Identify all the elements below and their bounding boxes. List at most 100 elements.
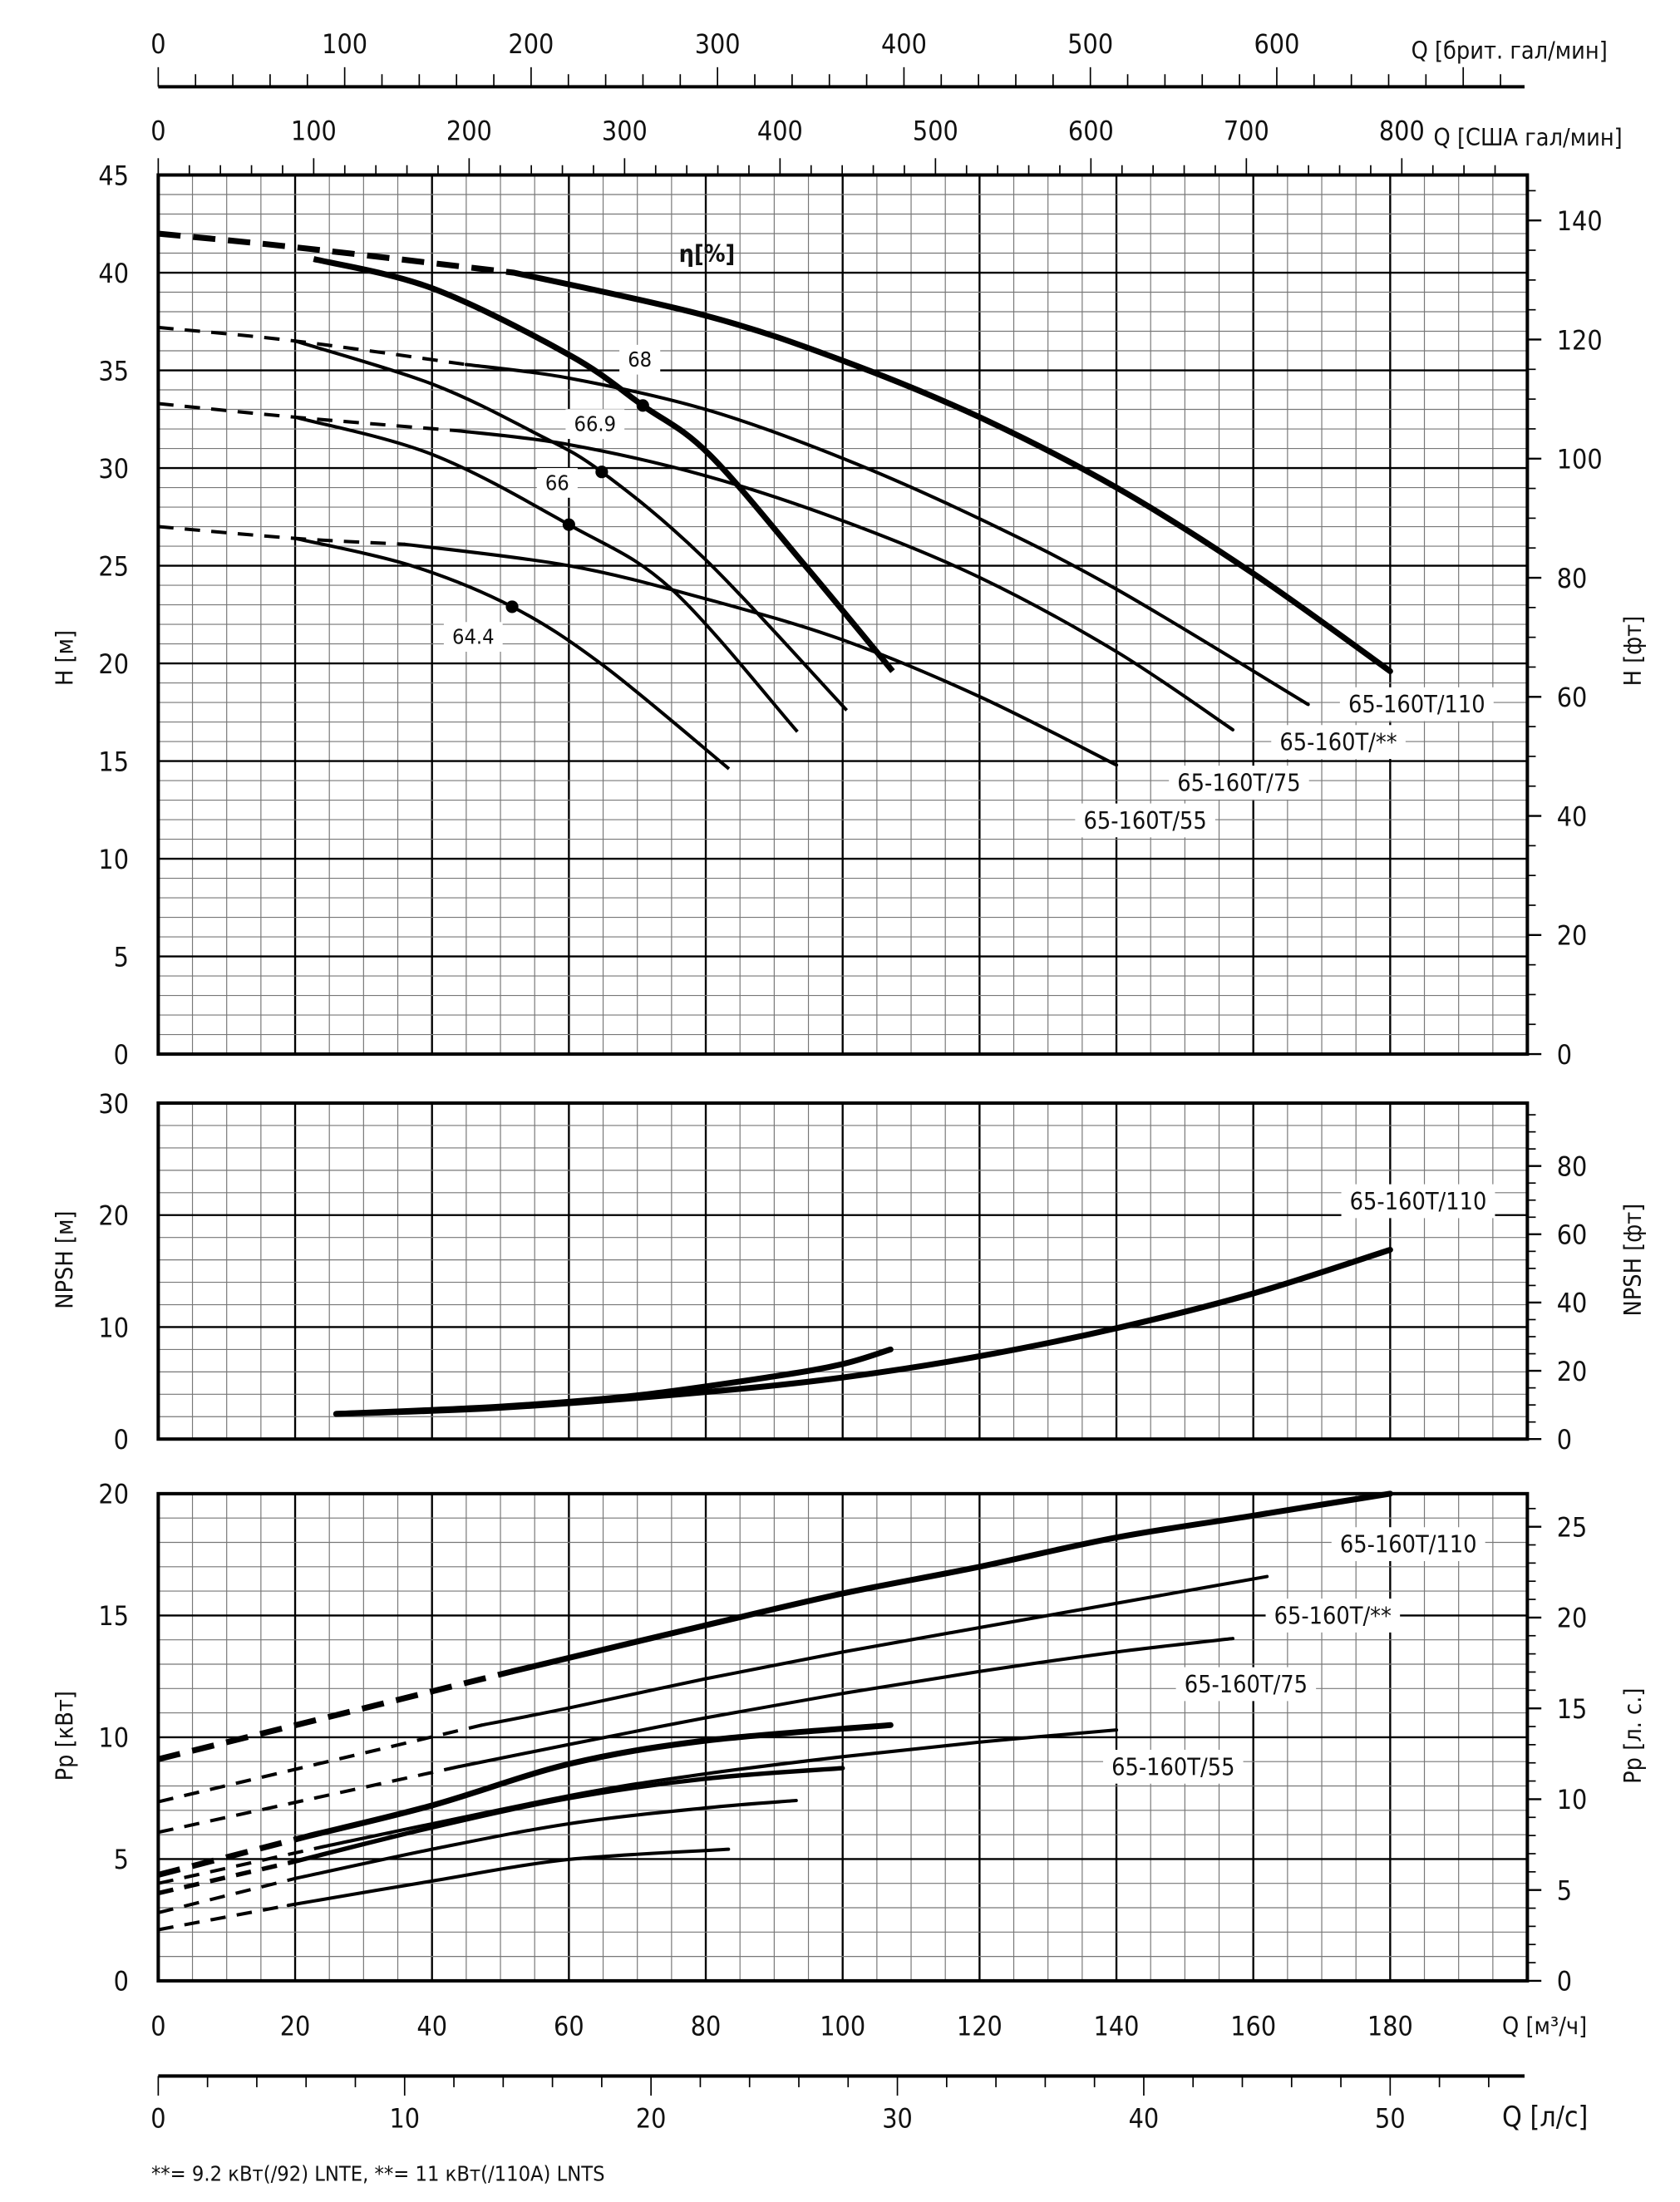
y-tick-label: 15 xyxy=(98,746,129,777)
ls-tick-label: 20 xyxy=(636,2103,667,2135)
power-curve-label: 65-160T/** xyxy=(1274,1601,1392,1629)
curve-labels: 65-160T/110 65-160T/** 65-160T/75 65-160T/5… xyxy=(443,239,1495,1784)
efficiency-peak-point xyxy=(636,399,649,412)
power-curve-dashed-curve xyxy=(157,1833,310,1878)
y-tick-label: 15 xyxy=(98,1600,129,1632)
power-curve-label: 65-160T/110 xyxy=(1340,1530,1477,1559)
power-curve-65-160t-110 xyxy=(509,1490,1393,1675)
y2-tick-label: 0 xyxy=(1557,1966,1572,1998)
brit-tick-label: 0 xyxy=(150,28,165,60)
ls-tick-label: 40 xyxy=(1129,2103,1160,2135)
y2-tick-label: 80 xyxy=(1557,563,1588,594)
power-curve-dashed-65-160t-75 xyxy=(157,1765,461,1835)
y-tick-label: 30 xyxy=(98,1088,129,1120)
y-tick-label: 45 xyxy=(98,160,129,191)
brit-tick-label: 300 xyxy=(695,28,741,60)
head-curve-label: 65-160T/110 xyxy=(1348,690,1485,718)
power-curve-dashed-65-160t-110 xyxy=(157,1668,513,1762)
head-curve-65-160t-75 xyxy=(457,429,1235,732)
brit-tick-label: 600 xyxy=(1254,28,1299,60)
power-curve-curve xyxy=(293,1798,798,1880)
npsh-curve-65-160t-110 xyxy=(333,1246,1393,1417)
y-tick-label: 0 xyxy=(114,1424,129,1456)
power-curve-label: 65-160T/55 xyxy=(1111,1752,1234,1781)
efficiency-label-background xyxy=(565,409,625,440)
us-tick-label: 0 xyxy=(150,115,165,146)
y2-tick-label: 60 xyxy=(1557,682,1588,713)
power-curve-65-160t-75 xyxy=(457,1637,1235,1769)
npsh-y-label: NPSH [м] xyxy=(51,1211,79,1309)
efficiency-peak-point xyxy=(505,600,519,613)
ls-tick-label: 0 xyxy=(150,2103,165,2135)
head-curve-label-background xyxy=(1271,725,1406,760)
head-curve-label-background xyxy=(1339,687,1494,722)
us-tick-label: 800 xyxy=(1379,115,1425,146)
y2-tick-label: 40 xyxy=(1557,801,1588,832)
head-curve-dashed-65-160t-110 xyxy=(158,230,515,276)
efficiency-curve xyxy=(294,339,849,712)
y2-tick-label: 5 xyxy=(1557,1874,1572,1906)
us-tick-label: 100 xyxy=(291,115,337,146)
y2-tick-label: 20 xyxy=(1557,1356,1588,1387)
y2-tick-label: 15 xyxy=(1557,1693,1588,1725)
ls-tick-label: 50 xyxy=(1375,2103,1406,2135)
efficiency-label: 66.9 xyxy=(574,412,617,436)
m3h-tick-label: 140 xyxy=(1094,2011,1140,2042)
npsh-curve-curve xyxy=(333,1346,894,1417)
us-axis-label: Q [США гал/мин] xyxy=(1434,123,1623,151)
efficiency-peak-point xyxy=(562,518,575,531)
us-tick-label: 600 xyxy=(1068,115,1114,146)
m3h-tick-label: 80 xyxy=(691,2011,722,2042)
y-tick-label: 10 xyxy=(98,1312,129,1343)
us-tick-label: 300 xyxy=(602,115,648,146)
m3h-tick-label: 180 xyxy=(1367,2011,1413,2042)
brit-axis-label: Q [брит. гал/мин] xyxy=(1411,37,1608,65)
power-y-label: Pp [кВт] xyxy=(51,1691,79,1781)
m3h-tick-label: 120 xyxy=(957,2011,1003,2042)
y-tick-label: 0 xyxy=(114,1039,129,1071)
y-tick-label: 10 xyxy=(98,844,129,875)
us-tick-label: 200 xyxy=(446,115,492,146)
footnote: **= 9.2 кВт(/92) LNTE, **= 11 кВт(/110A)… xyxy=(151,2162,605,2186)
efficiency-label: 66 xyxy=(545,470,569,495)
m3h-tick-label: 40 xyxy=(416,2011,447,2042)
power-y2-label: Pp [л. с.] xyxy=(1618,1688,1647,1784)
power-curve-label-background xyxy=(1103,1749,1244,1784)
tick-labels: 0510152025303540450204060801001201400102… xyxy=(98,28,1602,2135)
y-tick-label: 30 xyxy=(98,453,129,485)
y2-tick-label: 120 xyxy=(1557,324,1603,356)
m3h-tick-label: 100 xyxy=(820,2011,865,2042)
power-curve-dashed-curve xyxy=(157,1876,296,1914)
y-tick-label: 20 xyxy=(98,1200,129,1232)
plot-frame xyxy=(156,1491,1530,1983)
power-curve-dashed-65-160t- xyxy=(157,1723,483,1804)
brit-tick-label: 100 xyxy=(322,28,367,60)
y2-tick-label: 20 xyxy=(1557,1603,1588,1634)
head-curve-label-background xyxy=(1169,766,1309,800)
head-curve-65-160t-110 xyxy=(510,269,1393,675)
power-curve-65-160t-55 xyxy=(320,1728,1119,1849)
y2-tick-label: 0 xyxy=(1557,1424,1572,1456)
head-curve-label: 65-160T/75 xyxy=(1177,768,1300,796)
head-curve-label: 65-160T/** xyxy=(1279,728,1397,756)
m3h-tick-label: 20 xyxy=(280,2011,311,2042)
y2-tick-label: 25 xyxy=(1557,1511,1588,1543)
y2-tick-label: 140 xyxy=(1557,205,1603,237)
npsh-y2-label: NPSH [фт] xyxy=(1618,1204,1647,1317)
y2-tick-label: 40 xyxy=(1557,1288,1588,1319)
y-tick-label: 40 xyxy=(98,258,129,289)
plot-frame xyxy=(156,1101,1530,1441)
power-curve-curve xyxy=(286,1847,731,1908)
npsh-curve-label-background xyxy=(1341,1184,1495,1219)
us-tick-label: 400 xyxy=(757,115,803,146)
y-tick-label: 10 xyxy=(98,1722,129,1754)
brit-tick-label: 500 xyxy=(1067,28,1113,60)
efficiency-label: 68 xyxy=(628,347,652,372)
head-curve-label: 65-160T/55 xyxy=(1083,806,1206,835)
us-tick-label: 700 xyxy=(1224,115,1269,146)
y-tick-label: 35 xyxy=(98,355,129,387)
us-tick-label: 500 xyxy=(913,115,958,146)
efficiency-label-background xyxy=(443,622,503,653)
y-tick-label: 5 xyxy=(114,1844,129,1875)
power-curve-65-160t- xyxy=(480,1574,1269,1727)
